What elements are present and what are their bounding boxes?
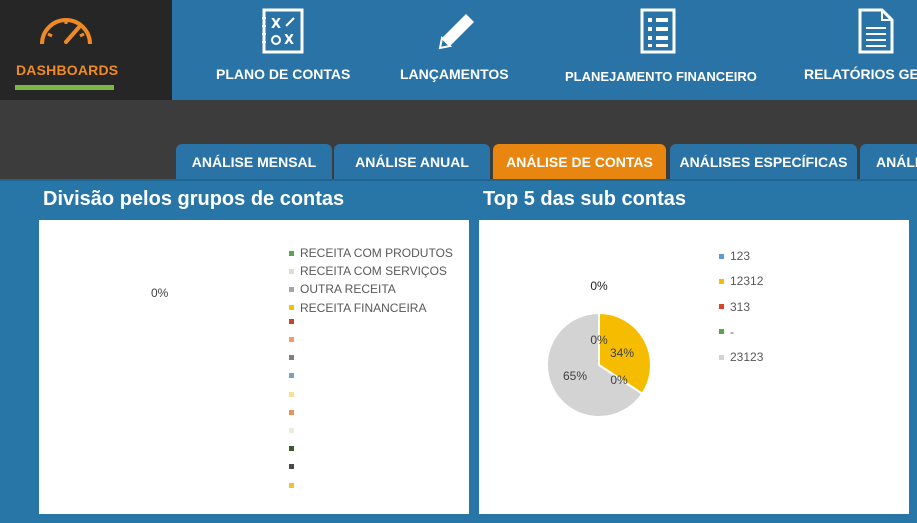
legend-label: - <box>730 324 734 339</box>
legend-entry <box>289 391 300 397</box>
pie-chart: 0%34%0%0%65% <box>546 279 652 418</box>
legend-entry <box>289 464 300 470</box>
legend-swatch <box>289 250 294 256</box>
legend-swatch <box>289 409 294 415</box>
tab-analise-de-contas[interactable]: ANÁLISE DE CONTAS <box>493 144 666 180</box>
legend-entry: 12312 <box>719 274 763 288</box>
legend-entry: RECEITA COM SERVIÇOS <box>289 264 447 278</box>
nav-planejamento-label: PLANEJAMENTO FINANCEIRO <box>565 69 757 84</box>
legend-swatch <box>289 464 294 470</box>
pie-center-label: 0% <box>151 286 169 300</box>
legend-label: 12312 <box>730 274 764 289</box>
right-chart-panel: 0% 34% 0% 0% 65% 123 12312 313-23123 <box>479 220 909 514</box>
pencil-icon <box>438 14 474 50</box>
active-indicator <box>15 85 114 90</box>
legend-entry: 123 <box>719 249 750 263</box>
legend-label: 123 <box>730 249 751 263</box>
legend-entry <box>289 428 300 433</box>
nav-plano-de-contas[interactable]: X X PLANO DE CONTAS <box>196 0 368 100</box>
legend-label: RECEITA COM SERVIÇOS <box>300 264 447 279</box>
nav-dashboards[interactable]: DASHBOARDS <box>0 0 172 100</box>
pie-data-label: 0% <box>590 333 608 347</box>
legend-entry: OUTRA RECEITA <box>289 282 396 296</box>
legend-entry <box>289 409 300 415</box>
legend-label: RECEITA COM PRODUTOS <box>300 246 453 260</box>
pie-data-label: 0% <box>610 373 628 387</box>
left-chart-panel: 0% RECEITA COM PRODUTOS RECEITA COM SERVI… <box>39 220 469 514</box>
tab-analise-mensal[interactable]: ANÁLISE MENSAL <box>176 144 332 180</box>
nav-relatorios-label: RELATÓRIOS GE <box>804 66 917 82</box>
legend-label: OUTRA RECEITA <box>300 282 396 297</box>
legend-swatch <box>719 329 724 335</box>
legend-swatch <box>289 268 294 274</box>
legend-swatch <box>719 304 724 310</box>
legend-entry <box>289 318 300 324</box>
legend-entry <box>289 337 300 342</box>
checklist-icon <box>640 8 676 54</box>
strategy-board-icon: X X <box>262 8 304 54</box>
pie-data-label: 34% <box>610 346 634 360</box>
pie-slice-23123 <box>546 311 644 418</box>
nav-relatorios[interactable]: RELATÓRIOS GE <box>796 0 917 100</box>
nav-lancamentos[interactable]: LANÇAMENTOS <box>386 0 526 100</box>
pie-data-label: 0% <box>590 279 608 293</box>
legend-entry: 23123 <box>719 350 763 364</box>
gauge-icon <box>40 18 92 45</box>
legend-entry: RECEITA COM PRODUTOS <box>289 246 453 260</box>
legend-swatch <box>719 253 724 259</box>
legend-label: 313 <box>730 299 751 314</box>
svg-text:X: X <box>271 17 281 32</box>
legend-swatch <box>289 391 294 397</box>
legend-entry: RECEITA FINANCEIRA <box>289 301 426 315</box>
tab-analises-especificas[interactable]: ANÁLISES ESPECÍFICAS <box>670 144 857 180</box>
legend-entry: - <box>719 325 734 339</box>
nav-dashboards-label: DASHBOARDS <box>16 62 119 78</box>
legend-swatch <box>289 355 294 361</box>
pie-data-label: 65% <box>563 369 587 383</box>
nav-plano-label: PLANO DE CONTAS <box>216 66 351 82</box>
legend-label: RECEITA FINANCEIRA <box>300 300 427 315</box>
legend-entry <box>289 482 300 488</box>
legend-entry <box>289 373 300 379</box>
tab-analise-anual[interactable]: ANÁLISE ANUAL <box>334 144 490 180</box>
legend-swatch <box>719 354 724 360</box>
legend-swatch <box>289 305 294 311</box>
legend-swatch <box>289 318 294 324</box>
legend-swatch <box>719 278 724 284</box>
legend-entry <box>289 355 300 361</box>
legend-swatch <box>289 286 294 292</box>
nav-lancamentos-label: LANÇAMENTOS <box>400 66 509 82</box>
legend-swatch <box>289 337 294 342</box>
legend-swatch <box>289 428 294 433</box>
left-panel-title: Divisão pelos grupos de contas <box>43 188 345 210</box>
divider <box>0 179 917 181</box>
svg-text:X: X <box>284 33 294 48</box>
legend-entry <box>289 446 300 452</box>
tab-more[interactable]: ANÁLI <box>860 144 917 180</box>
legend-swatch <box>289 373 294 379</box>
legend-label: 23123 <box>730 350 764 365</box>
legend-swatch <box>289 446 294 452</box>
document-icon <box>858 8 894 54</box>
right-panel-title: Top 5 das sub contas <box>483 188 686 210</box>
legend-entry: 313 <box>719 300 750 314</box>
legend-swatch <box>289 482 294 488</box>
nav-planejamento[interactable]: PLANEJAMENTO FINANCEIRO <box>560 0 757 100</box>
